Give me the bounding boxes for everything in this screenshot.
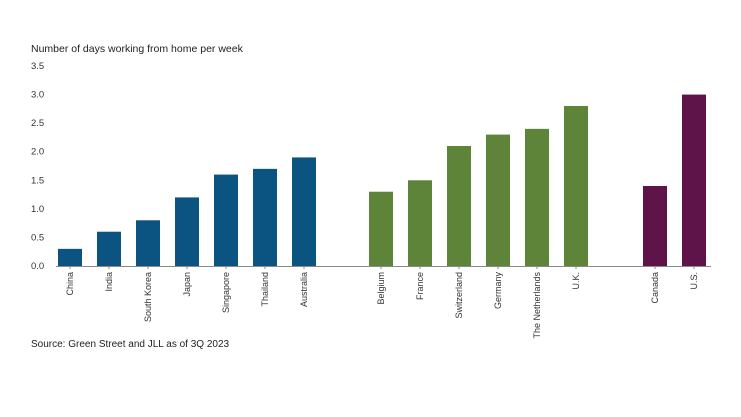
y-axis: 0.0 0.5 1.0 1.5 2.0 2.5 3.0 3.5 — [31, 61, 711, 272]
bar-switzerland — [447, 146, 471, 266]
x-category-label: Canada — [650, 272, 660, 304]
y-tick-label: 2.5 — [31, 118, 44, 129]
x-category-label: South Korea — [143, 272, 153, 322]
x-axis-labels: China India South Korea Japan Singapore Thail… — [65, 272, 699, 339]
y-tick-label: 2.0 — [31, 147, 44, 158]
bar-india — [97, 231, 121, 266]
bar-the-netherlands — [525, 128, 549, 266]
bar-japan — [175, 197, 199, 266]
x-category-label: Singapore — [221, 272, 231, 313]
bars — [58, 94, 706, 269]
x-category-label: Belgium — [376, 272, 386, 305]
bar-singapore — [214, 174, 238, 266]
source-note: Source: Green Street and JLL as of 3Q 20… — [31, 339, 230, 350]
x-category-label: Australia — [299, 272, 309, 307]
y-tick-label: 3.0 — [31, 90, 44, 101]
bar-belgium — [369, 191, 393, 266]
x-category-label: Switzerland — [454, 272, 464, 319]
x-category-label: The Netherlands — [532, 272, 542, 339]
x-category-label: Japan — [182, 272, 192, 297]
y-tick-label: 0.5 — [31, 232, 44, 243]
x-category-label: U.K. — [571, 272, 581, 290]
bar-thailand — [253, 168, 277, 266]
x-category-label: Germany — [493, 272, 503, 310]
x-category-label: India — [104, 272, 114, 292]
bar-australia — [292, 157, 316, 266]
x-category-label: U.S. — [689, 272, 699, 290]
bar-canada — [643, 186, 667, 266]
bar-u-k — [564, 106, 588, 266]
bar-south-korea — [136, 220, 160, 266]
bar-france — [408, 180, 432, 266]
bar-u-s — [682, 94, 706, 266]
x-category-label: France — [415, 272, 425, 300]
chart-title: Number of days working from home per wee… — [31, 43, 243, 55]
y-tick-label: 3.5 — [31, 61, 44, 72]
y-tick-label: 0.0 — [31, 261, 44, 272]
bar-germany — [486, 134, 510, 266]
bar-china — [58, 248, 82, 266]
x-category-label: Thailand — [260, 272, 270, 307]
x-category-label: China — [65, 272, 75, 296]
y-tick-label: 1.5 — [31, 175, 44, 186]
y-tick-label: 1.0 — [31, 204, 44, 215]
